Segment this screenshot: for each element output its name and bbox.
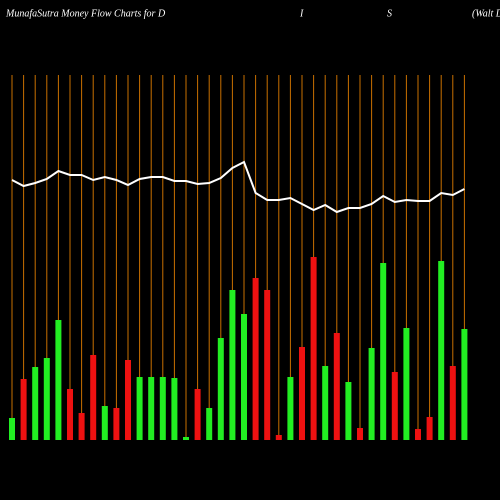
bar: [55, 320, 62, 440]
bar: [125, 360, 131, 440]
bar: [32, 367, 39, 440]
bar: [333, 333, 340, 440]
bar: [345, 382, 352, 440]
bar: [275, 435, 282, 440]
bar: [101, 406, 108, 440]
bar: [403, 328, 410, 440]
bar: [252, 278, 259, 440]
bar: [287, 377, 294, 440]
bar: [43, 358, 50, 440]
bar: [241, 314, 247, 440]
money-flow-line: [11, 160, 465, 214]
bar: [90, 355, 97, 440]
title: MunafaSutra Money Flow Charts for D I S …: [5, 8, 500, 19]
bar: [380, 263, 387, 440]
title-part: MunafaSutra Money Flow Charts for D: [5, 8, 166, 19]
bar: [415, 429, 421, 440]
bar: [113, 408, 120, 440]
title-part: S: [387, 8, 392, 19]
bar: [78, 413, 85, 440]
bar: [136, 377, 143, 440]
title-part: I: [299, 8, 304, 19]
bar: [206, 408, 213, 440]
bar: [264, 290, 271, 440]
bar: [449, 366, 456, 440]
bar: [461, 329, 468, 440]
bar: [229, 290, 236, 440]
bar: [9, 418, 15, 440]
bar: [299, 347, 305, 440]
bar: [183, 437, 189, 440]
bar: [426, 417, 433, 440]
bar: [357, 428, 363, 440]
bar: [159, 377, 166, 440]
bar: [171, 378, 178, 440]
title-part: (Walt D: [472, 8, 500, 19]
bar: [322, 366, 329, 440]
bar: [310, 257, 317, 440]
bar: [194, 389, 201, 440]
bar: [391, 372, 398, 440]
bar: [20, 379, 27, 440]
bar: [67, 389, 73, 440]
bar: [368, 348, 375, 440]
bar: [148, 377, 155, 440]
bar: [217, 338, 224, 440]
bar: [438, 261, 445, 440]
